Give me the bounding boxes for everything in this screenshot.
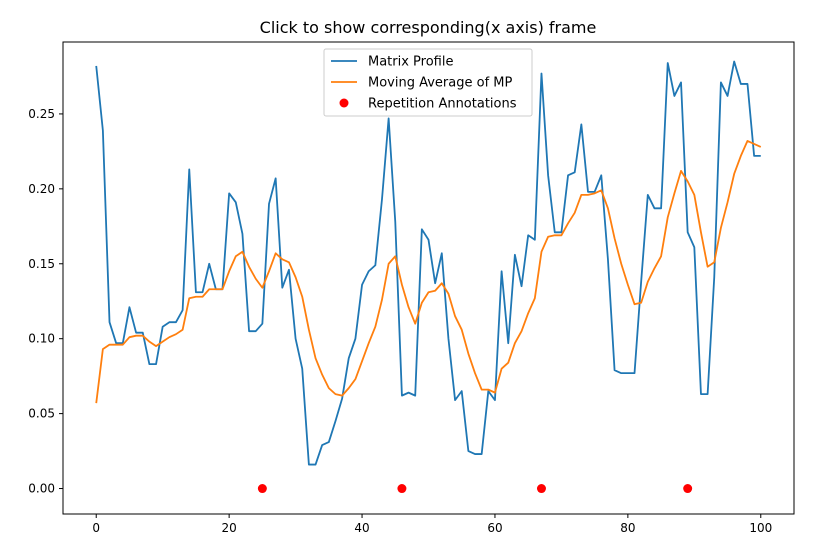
legend-box (323, 48, 533, 117)
y-tick-label: 0.15 (28, 257, 55, 271)
axes-frame (62, 41, 795, 515)
x-tick-label: 80 (620, 521, 635, 535)
y-tick-label: 0.25 (28, 107, 55, 121)
plot-area[interactable]: 0 20 40 60 80 100 0.00 0.05 0.10 0.15 0.20 0.25 (28, 41, 795, 535)
legend-marker-swatch (339, 98, 349, 108)
x-tick-label: 60 (487, 521, 502, 535)
y-tick-label: 0.00 (28, 482, 55, 496)
x-tick-label: 40 (354, 521, 369, 535)
legend[interactable]: Matrix Profile Moving Average of MP Repeti… (323, 48, 533, 117)
y-tick-label: 0.05 (28, 407, 55, 421)
y-tick-label: 0.10 (28, 332, 55, 346)
legend-label: Moving Average of MP (368, 76, 512, 91)
legend-label: Matrix Profile (368, 55, 453, 70)
y-tick-label: 0.20 (28, 182, 55, 196)
series-line-0 (95, 60, 761, 466)
x-tick-label: 0 (92, 521, 100, 535)
annotation-point[interactable] (683, 484, 693, 494)
x-tick-label: 20 (221, 521, 236, 535)
series-line-1 (95, 139, 762, 404)
annotation-point[interactable] (257, 484, 267, 494)
annotation-point[interactable] (397, 484, 407, 494)
legend-label: Repetition Annotations (368, 97, 517, 112)
x-tick-label: 100 (749, 521, 772, 535)
chart-title: Click to show corresponding(x axis) fram… (260, 18, 597, 37)
annotation-point[interactable] (536, 484, 546, 494)
